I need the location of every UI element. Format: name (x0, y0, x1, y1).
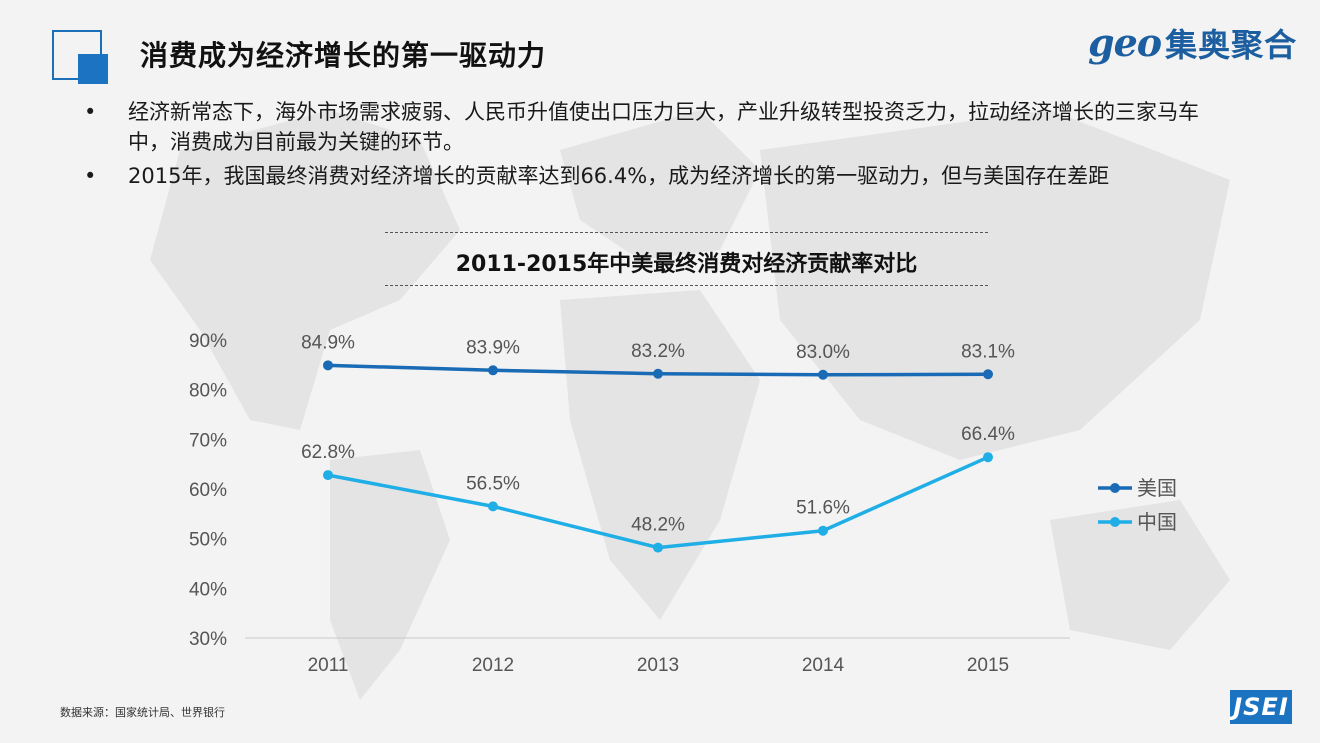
data-point (323, 360, 333, 371)
data-point (818, 525, 828, 536)
data-point (818, 369, 828, 380)
data-label: 66.4% (961, 424, 1015, 445)
x-tick-label: 2013 (637, 655, 679, 676)
brand-logo: geo 集奥聚合 (1088, 20, 1297, 68)
x-tick-label: 2015 (967, 655, 1009, 676)
chart-title-box: 2011-2015年中美最终消费对经济贡献率对比 (385, 232, 988, 288)
logo-chinese: 集奥聚合 (1165, 26, 1298, 64)
data-point (323, 470, 333, 481)
data-point (653, 368, 663, 379)
y-tick-label: 90% (189, 331, 227, 352)
data-label: 83.1% (961, 341, 1015, 362)
x-tick-label: 2012 (472, 655, 514, 676)
data-point (488, 501, 498, 512)
x-tick-label: 2011 (308, 655, 349, 676)
y-tick-label: 80% (189, 381, 227, 402)
data-label: 83.2% (631, 341, 685, 362)
y-tick-label: 30% (189, 629, 227, 650)
logo-latin: geo (1088, 20, 1162, 65)
data-point (653, 542, 663, 553)
bullet-marker: • (84, 100, 97, 124)
legend-label: 美国 (1137, 477, 1177, 500)
data-point (983, 452, 993, 463)
data-point (983, 369, 993, 380)
bullet-text: 经济新常态下，海外市场需求疲弱、人民币升值使出口压力巨大，产业升级转型投资乏力，… (128, 100, 1199, 154)
legend-label: 中国 (1137, 511, 1177, 534)
data-label: 83.9% (466, 337, 520, 358)
bullet-list: • 经济新常态下，海外市场需求疲弱、人民币升值使出口压力巨大，产业升级转型投资乏… (84, 97, 1224, 195)
decor-square-filled (78, 54, 108, 84)
legend-marker (1110, 517, 1120, 527)
bullet-text: 2015年，我国最终消费对经济增长的贡献率达到66.4%，成为经济增长的第一驱动… (128, 164, 1110, 188)
bullet-item: • 经济新常态下，海外市场需求疲弱、人民币升值使出口压力巨大，产业升级转型投资乏… (84, 97, 1224, 157)
y-tick-label: 70% (189, 430, 227, 451)
data-label: 83.0% (796, 342, 850, 363)
data-label: 84.9% (301, 332, 355, 353)
legend-marker (1110, 483, 1120, 493)
data-label: 56.5% (466, 473, 520, 494)
data-source-note: 数据来源：国家统计局、世界银行 (60, 706, 225, 719)
divider-top (385, 232, 988, 233)
data-label: 48.2% (631, 515, 685, 536)
brand-badge: JSEI (1230, 690, 1292, 724)
y-tick-label: 40% (189, 579, 227, 600)
page-title: 消费成为经济增长的第一驱动力 (140, 39, 547, 72)
data-point (488, 365, 498, 376)
divider-bottom (385, 285, 988, 286)
x-tick-label: 2014 (802, 655, 845, 676)
chart-title: 2011-2015年中美最终消费对经济贡献率对比 (455, 252, 918, 277)
data-label: 62.8% (301, 442, 355, 463)
y-tick-label: 60% (189, 480, 227, 501)
y-tick-label: 50% (189, 530, 227, 551)
bullet-item: • 2015年，我国最终消费对经济增长的贡献率达到66.4%，成为经济增长的第一… (84, 161, 1224, 191)
bullet-marker: • (84, 164, 97, 188)
data-label: 51.6% (796, 498, 850, 519)
